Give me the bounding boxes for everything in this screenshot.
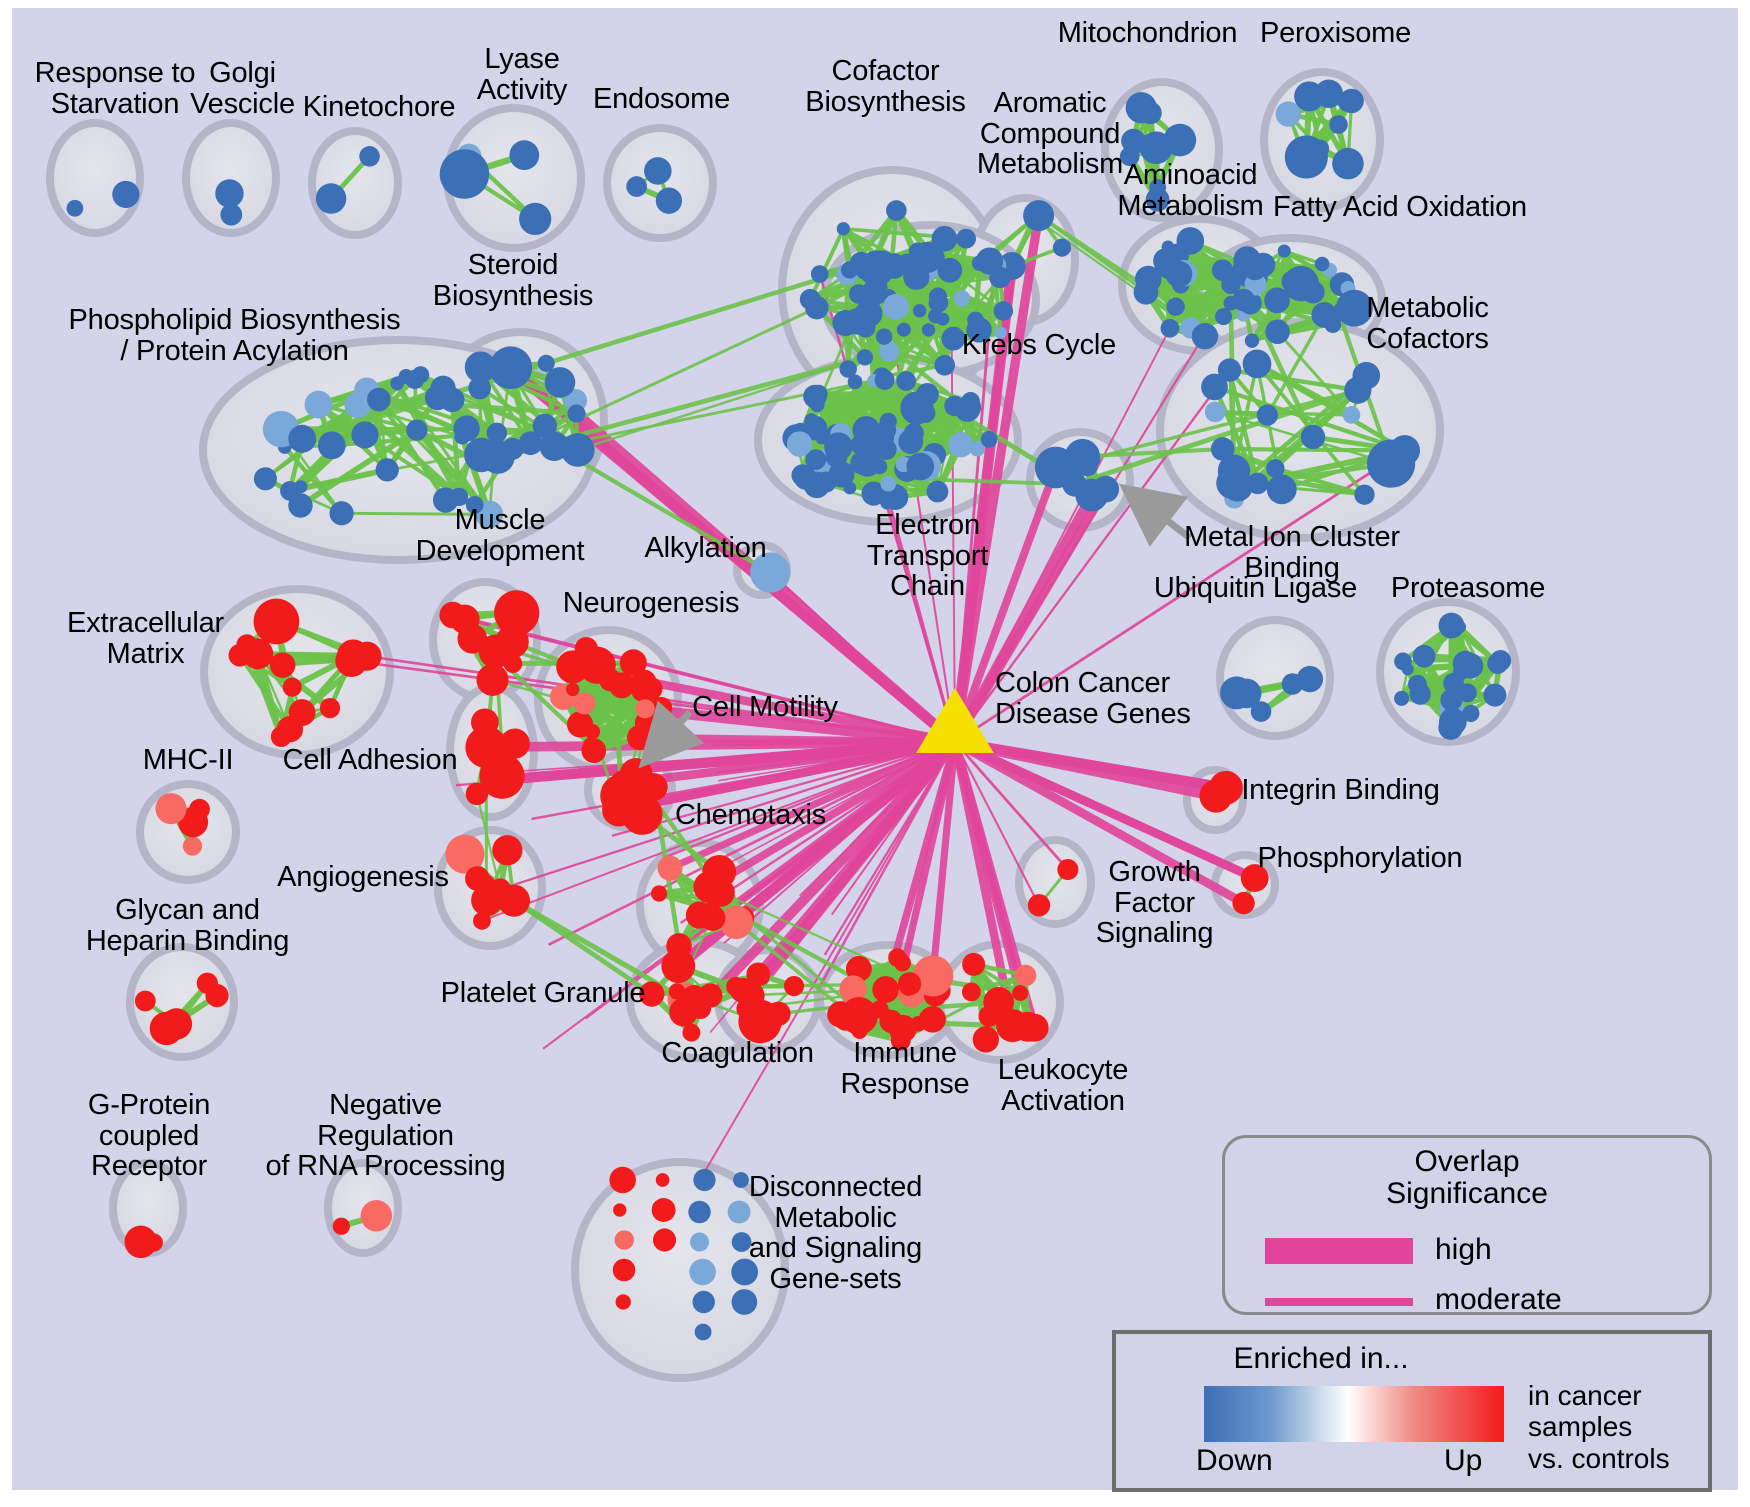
cluster-label: Steroid Biosynthesis — [432, 249, 594, 312]
cluster-label: Angiogenesis — [277, 861, 449, 893]
disease-gene-hub[interactable] — [916, 688, 994, 753]
cluster-label: Glycan and Heparin Binding — [85, 894, 290, 957]
cluster-label: Disconnected Metabolic and Signaling Gen… — [748, 1171, 923, 1296]
overlap-significance-legend: Overlap Significance high moderate — [1222, 1135, 1712, 1316]
cluster-label: Integrin Binding — [1241, 774, 1440, 806]
cluster-label: Platelet Granule — [440, 977, 646, 1009]
enrichment-legend-title: Enriched in... — [1233, 1342, 1409, 1375]
cluster-label: Aromatic Compound Metabolism — [976, 87, 1124, 181]
cluster-label: Lyase Activity — [476, 43, 568, 106]
cluster-label: Krebs Cycle — [961, 329, 1117, 361]
cluster-label: Growth Factor Signaling — [1095, 856, 1214, 950]
overlap-high-swatch — [1265, 1238, 1413, 1264]
enrichment-color-legend: Enriched in... Down Up in cancer samples… — [1112, 1330, 1712, 1492]
cluster-label: Leukocyte Activation — [997, 1054, 1129, 1117]
overlap-moderate-swatch — [1265, 1298, 1413, 1306]
cluster-label: Immune Response — [840, 1037, 970, 1100]
cluster-label: Ubiquitin Ligase — [1153, 572, 1358, 604]
overlap-legend-title: Overlap Significance — [1386, 1145, 1548, 1211]
hub-label: Colon Cancer Disease Genes — [995, 667, 1191, 730]
cluster-label: Metabolic Cofactors — [1366, 292, 1489, 355]
cluster-label: Mitochondrion — [1057, 17, 1238, 49]
cluster-label: Extracellular Matrix — [67, 607, 224, 670]
cluster-label: Cofactor Biosynthesis — [805, 55, 966, 118]
cluster-label: Neurogenesis — [562, 587, 740, 619]
cluster-label: G-Protein coupled Receptor — [87, 1089, 211, 1183]
cluster-label: Chemotaxis — [674, 799, 827, 831]
cluster-label: Kinetochore — [302, 91, 456, 123]
cluster-label: Peroxisome — [1259, 17, 1412, 49]
cluster-label: Aminoacid Metabolism — [1117, 159, 1264, 222]
cluster-label: Phosphorylation — [1257, 842, 1463, 874]
cluster-label: Golgi Vescicle — [190, 57, 295, 120]
cluster-label: Metal Ion Cluster Binding — [1184, 521, 1400, 584]
cluster-label: Cell Adhesion — [282, 744, 458, 776]
label-pointer-arrows — [638, 483, 1193, 769]
cluster-label: Cell Motility — [692, 691, 838, 723]
cluster-label: Coagulation — [661, 1037, 814, 1069]
cluster-label: Phospholipid Biosynthesis / Protein Acyl… — [68, 304, 401, 367]
cluster-label: Fatty Acid Oxidation — [1273, 191, 1527, 223]
cluster-label: Endosome — [592, 83, 731, 115]
overlap-high-label: high — [1435, 1233, 1492, 1266]
cluster-label: Electron Transport Chain — [866, 509, 989, 603]
cluster-label: Alkylation — [644, 532, 767, 564]
overlap-moderate-label: moderate — [1435, 1283, 1562, 1316]
enrichment-down-label: Down — [1196, 1444, 1273, 1477]
cluster-label: MHC-II — [142, 744, 234, 776]
hub-triangle-marker[interactable] — [916, 688, 994, 753]
gene-set-nodes — [66, 79, 1512, 1341]
enrichment-color-ramp — [1204, 1386, 1504, 1442]
cluster-label: Negative Regulation of RNA Processing — [265, 1089, 506, 1183]
cluster-label: Muscle Development — [415, 504, 585, 567]
cluster-label: Proteasome — [1390, 572, 1546, 604]
enrichment-context-label: in cancer samples vs. controls — [1528, 1380, 1670, 1474]
cluster-label: Response to Starvation — [34, 57, 196, 120]
enrichment-up-label: Up — [1444, 1444, 1483, 1477]
